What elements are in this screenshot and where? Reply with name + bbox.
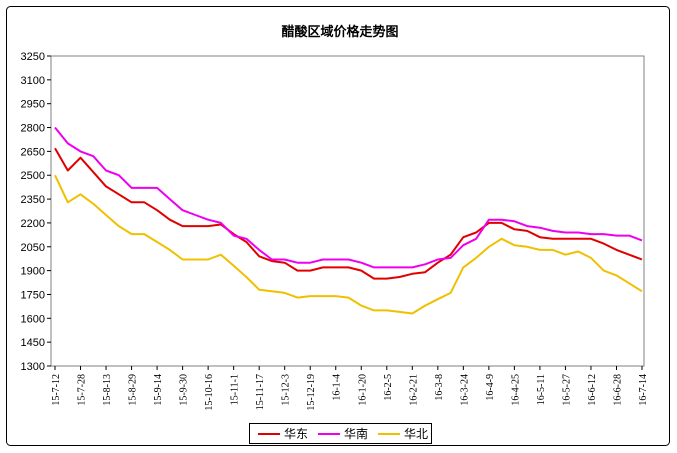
y-tick-label: 1750 bbox=[21, 289, 45, 301]
y-tick-label: 3100 bbox=[21, 75, 45, 87]
y-tick-label: 2650 bbox=[21, 146, 45, 158]
x-tick-label: 15-12-3 bbox=[281, 374, 292, 406]
legend-label: 华东 bbox=[284, 427, 308, 441]
chart-border bbox=[6, 6, 670, 446]
x-tick-label: 15-9-30 bbox=[179, 374, 190, 406]
x-tick-label: 16-6-12 bbox=[587, 374, 598, 406]
y-tick-label: 1300 bbox=[21, 361, 45, 373]
x-tick-label: 15-7-12 bbox=[51, 374, 62, 406]
y-tick-label: 2050 bbox=[21, 242, 45, 254]
x-tick-label: 16-1-20 bbox=[357, 374, 368, 406]
x-tick-label: 16-6-28 bbox=[612, 374, 623, 406]
plot-area bbox=[50, 55, 645, 367]
x-tick-label: 15-12-19 bbox=[306, 374, 317, 411]
x-tick-label: 16-5-11 bbox=[536, 374, 547, 405]
y-tick-label: 3250 bbox=[21, 51, 45, 63]
series-line-2 bbox=[54, 126, 643, 269]
x-tick-label: 15-8-13 bbox=[102, 374, 113, 406]
legend-label: 华北 bbox=[404, 427, 428, 441]
x-tick-label: 16-1-4 bbox=[332, 374, 343, 401]
y-tick-label: 2200 bbox=[21, 218, 45, 230]
x-tick-label: 16-3-8 bbox=[434, 374, 445, 401]
x-tick-label: 16-2-5 bbox=[383, 374, 394, 401]
legend-label: 华南 bbox=[344, 426, 368, 441]
x-tick-label: 16-3-24 bbox=[459, 374, 470, 406]
series-group bbox=[54, 126, 643, 315]
x-axis: 15-7-12 15-7-28 15-8-13 15-8-29 15-9-14 15-9-… bbox=[51, 366, 649, 411]
series-line-3 bbox=[54, 174, 643, 315]
x-tick-label: 16-2-21 bbox=[408, 374, 419, 406]
chart-title: 醋酸区域价格走势图 bbox=[281, 24, 398, 40]
y-tick-label: 2800 bbox=[21, 123, 45, 135]
legend-box bbox=[249, 423, 432, 444]
x-tick-label: 16-5-27 bbox=[561, 374, 572, 406]
x-tick-label: 16-4-25 bbox=[510, 374, 521, 406]
x-tick-label: 15-11-1 bbox=[230, 374, 241, 405]
y-axis: 1300 1450 1600 1750 1900 2050 2200 2350 2500 2650… bbox=[21, 51, 51, 373]
x-tick-label: 15-7-28 bbox=[77, 374, 88, 406]
x-tick-label: 15-10-16 bbox=[204, 374, 215, 411]
y-tick-label: 2950 bbox=[21, 99, 45, 111]
legend: 华东 华南 华北 bbox=[249, 423, 432, 444]
x-tick-label: 15-8-29 bbox=[128, 374, 139, 406]
y-tick-label: 1600 bbox=[21, 313, 45, 325]
series-line-1 bbox=[54, 147, 643, 280]
x-tick-label: 15-9-14 bbox=[153, 374, 164, 406]
y-tick-label: 1450 bbox=[21, 337, 45, 349]
x-tick-label: 16-7-14 bbox=[638, 374, 649, 406]
y-tick-label: 2350 bbox=[21, 194, 45, 206]
x-tick-label: 16-4-9 bbox=[485, 374, 496, 401]
y-tick-label: 1900 bbox=[21, 266, 45, 278]
y-tick-label: 2500 bbox=[21, 170, 45, 182]
x-tick-label: 15-11-17 bbox=[255, 374, 266, 410]
